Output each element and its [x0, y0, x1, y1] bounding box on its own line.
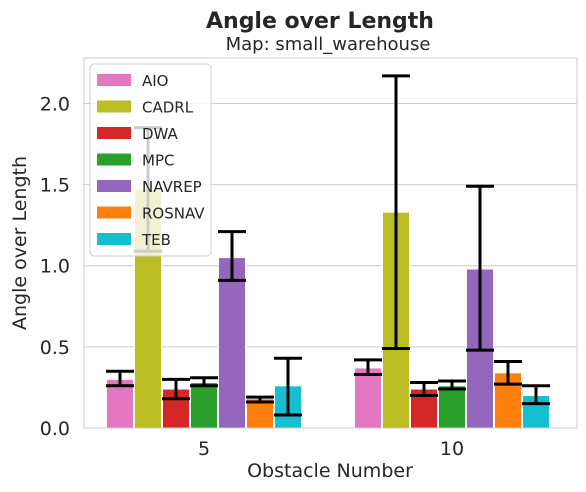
legend-label-navrep: NAVREP	[142, 178, 202, 196]
legend-swatch-dwa	[97, 127, 131, 139]
chart-subtitle: Map: small_warehouse	[226, 34, 431, 55]
legend-label-rosnav: ROSNAV	[142, 205, 205, 223]
bar-aio-5	[106, 378, 134, 429]
legend-swatch-mpc	[97, 153, 131, 166]
legend-label-mpc: MPC	[142, 152, 174, 170]
legend: AIO CADRL DWA MPC NAVREP ROSNAV TEB	[89, 63, 212, 257]
plot-area-frame	[83, 57, 578, 429]
y-tick-label: 1.5	[40, 175, 70, 197]
chart-title: Angle over Length	[206, 9, 434, 34]
legend-swatch-cadrl	[97, 100, 131, 113]
bar-navrep-5	[218, 257, 246, 429]
legend-label-aio: AIO	[142, 72, 169, 90]
legend-swatch-rosnav	[97, 206, 131, 219]
legend-label-dwa: DWA	[142, 125, 179, 143]
x-tick-labels: 5 10	[198, 438, 464, 460]
bar-aio-10	[354, 367, 382, 429]
y-tick-label: 1.0	[40, 256, 70, 278]
x-tick-label: 10	[440, 438, 464, 460]
y-tick-label: 0.5	[40, 337, 70, 359]
y-tick-label: 0.0	[40, 418, 70, 440]
bar-mpc-5	[190, 382, 218, 429]
legend-label-teb: TEB	[141, 231, 171, 249]
x-axis-label: Obstacle Number	[247, 460, 413, 482]
legend-swatch-navrep	[97, 180, 131, 192]
bar-mpc-10	[438, 385, 466, 429]
y-tick-label: 2.0	[40, 93, 70, 115]
legend-label-cadrl: CADRL	[142, 99, 194, 117]
y-axis-label: Angle over Length	[9, 156, 31, 330]
legend-swatch-teb	[97, 233, 131, 245]
y-tick-labels: 0.0 0.5 1.0 1.5 2.0	[40, 93, 70, 440]
x-tick-label: 5	[198, 438, 210, 460]
legend-swatch-aio	[97, 74, 131, 86]
